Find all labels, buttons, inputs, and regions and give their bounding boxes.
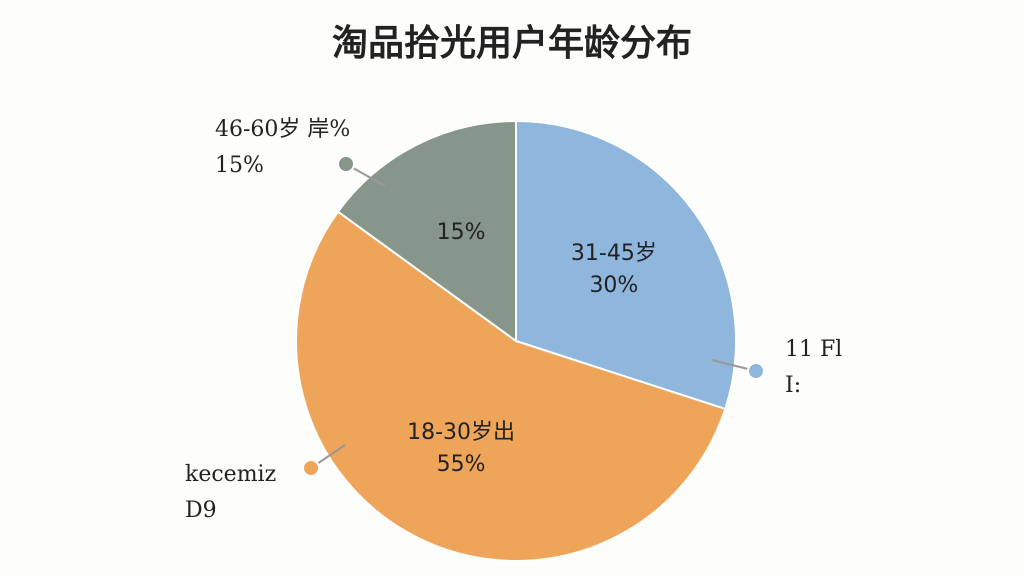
callout-text: D9 <box>185 498 217 523</box>
callout-text: I: <box>785 373 801 398</box>
chart-title: 淘品拾光用户年龄分布 <box>332 23 692 64</box>
callout-dot <box>747 362 765 380</box>
callout-text: kecemiz <box>185 462 276 487</box>
pie-slice <box>295 210 727 562</box>
callout-text: 11 Fl <box>785 337 842 362</box>
callout-dot <box>337 155 355 173</box>
pie-slice <box>515 119 737 411</box>
slice-value-label: 15% <box>437 220 486 245</box>
slice-category-label: 18-30岁出 <box>407 420 515 445</box>
callout-dot <box>302 459 320 477</box>
slice-value-label: 55% <box>437 452 486 477</box>
pie-slice <box>336 119 517 343</box>
slice-value-label: 30% <box>589 273 638 298</box>
callout-text: 46-60岁 岸% <box>215 117 350 142</box>
callout-text: 15% <box>215 153 264 178</box>
slice-category-label: 31-45岁 <box>571 241 657 266</box>
